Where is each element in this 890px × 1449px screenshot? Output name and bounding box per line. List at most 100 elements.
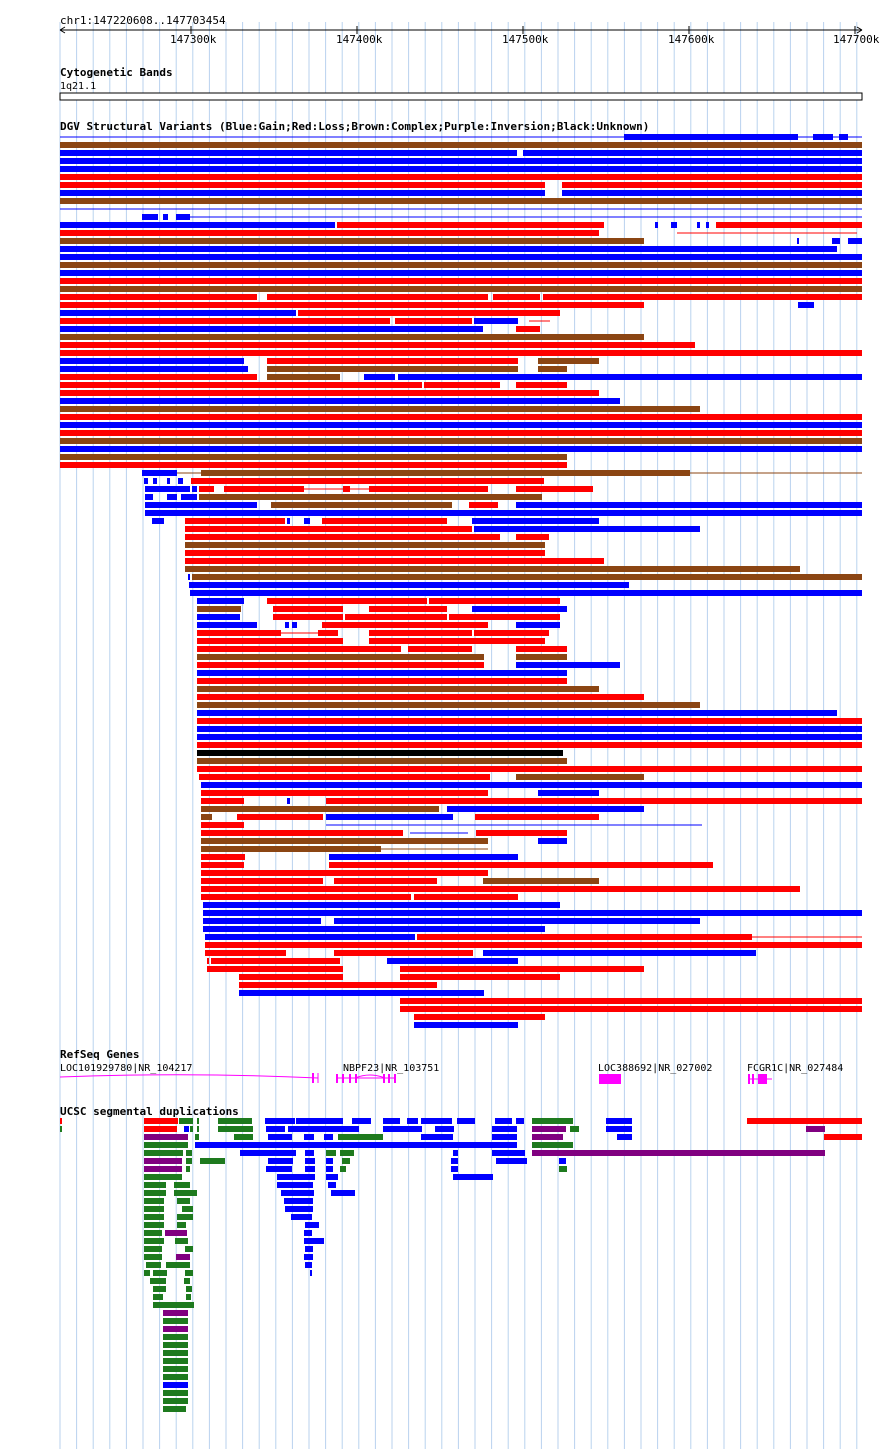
- variant-bar: [832, 238, 840, 244]
- variant-bar: [424, 382, 500, 388]
- segdup-bar: [144, 1230, 162, 1236]
- variant-bar: [60, 174, 862, 180]
- segdup-bar: [185, 1270, 193, 1276]
- segdup-bar: [326, 1158, 333, 1164]
- segdup-bar: [265, 1118, 295, 1124]
- variant-bar: [267, 358, 518, 364]
- refseq-track-title[interactable]: RefSeq Genes: [60, 1048, 140, 1061]
- variant-bar: [417, 934, 752, 940]
- segdup-bar: [532, 1142, 573, 1148]
- gene-exon: [336, 1074, 338, 1083]
- variant-bar: [185, 558, 604, 564]
- segdup-bar: [310, 1270, 312, 1276]
- gene-label[interactable]: LOC388692|NR_027002: [598, 1063, 713, 1074]
- variant-bar: [60, 326, 483, 332]
- variant-bar: [655, 222, 658, 228]
- variant-bar: [60, 190, 545, 196]
- segdup-bar: [331, 1190, 355, 1196]
- variant-bar: [267, 374, 340, 380]
- variant-bar: [201, 790, 488, 796]
- segdup-bar: [166, 1262, 190, 1268]
- variant-bar: [197, 606, 241, 612]
- segdup-bar: [175, 1238, 188, 1244]
- segdup-bar: [352, 1118, 371, 1124]
- segdup-track-title[interactable]: UCSC segmental duplications: [60, 1105, 239, 1118]
- segdup-bar: [163, 1326, 188, 1332]
- segdup-bar: [326, 1150, 336, 1156]
- segdup-bar: [532, 1150, 825, 1156]
- segdup-bar: [747, 1118, 862, 1124]
- cytoband-track-title[interactable]: Cytogenetic Bands: [60, 66, 173, 79]
- ruler-tick-label: 147700k: [833, 33, 880, 46]
- segdup-bar: [266, 1166, 292, 1172]
- variant-bar: [197, 598, 244, 604]
- variant-bar: [197, 758, 567, 764]
- variant-bar: [369, 606, 447, 612]
- variant-bar: [516, 622, 560, 628]
- variant-bar: [60, 230, 599, 236]
- variant-bar: [189, 582, 629, 588]
- variant-bar: [271, 502, 452, 508]
- segdup-bar: [144, 1166, 182, 1172]
- variant-bar: [145, 486, 190, 492]
- variant-bar: [287, 518, 290, 524]
- variant-bar: [400, 998, 862, 1004]
- variant-bar: [60, 166, 862, 172]
- variant-bar: [239, 990, 484, 996]
- variant-bar: [197, 678, 567, 684]
- variant-bar: [304, 518, 310, 524]
- segdup-bar: [163, 1318, 188, 1324]
- segdup-bar: [144, 1238, 164, 1244]
- variant-bar: [267, 294, 488, 300]
- gene-intron-line: [59, 1074, 319, 1079]
- variant-bar: [145, 502, 257, 508]
- segdup-bar: [234, 1134, 253, 1140]
- variant-bar: [142, 470, 177, 476]
- variant-bar: [197, 694, 644, 700]
- variant-bar: [203, 910, 862, 916]
- variant-bar: [199, 486, 214, 492]
- segdup-bar: [163, 1382, 188, 1388]
- segdup-bar: [186, 1158, 192, 1164]
- variant-bar: [167, 494, 177, 500]
- dgv-track-title[interactable]: DGV Structural Variants (Blue:Gain;Red:L…: [60, 120, 650, 133]
- variant-bar: [185, 542, 545, 548]
- variant-bar: [483, 950, 756, 956]
- variant-bar: [395, 318, 472, 324]
- gene-exon: [748, 1074, 750, 1084]
- segdup-bar: [326, 1166, 333, 1172]
- variant-bar: [516, 534, 549, 540]
- segdup-bar: [268, 1158, 293, 1164]
- variant-bar: [203, 918, 321, 924]
- variant-bar: [163, 214, 168, 220]
- ruler-tick-label: 147400k: [336, 33, 383, 46]
- variant-bar: [474, 318, 518, 324]
- variant-bar: [516, 326, 540, 332]
- variant-bar: [197, 670, 567, 676]
- gene-label[interactable]: NBPF23|NR_103751: [343, 1063, 440, 1074]
- ruler-tick-label: 147300k: [170, 33, 217, 46]
- variant-bar: [60, 334, 644, 340]
- segdup-bar: [305, 1222, 319, 1228]
- variant-bar: [211, 958, 340, 964]
- variant-bar: [60, 238, 644, 244]
- variant-bar: [414, 1022, 518, 1028]
- gene-label[interactable]: FCGR1C|NR_027484: [747, 1063, 844, 1074]
- segdup-bar: [492, 1134, 517, 1140]
- segdup-bar: [284, 1198, 313, 1204]
- segdup-bar: [532, 1118, 573, 1124]
- variant-bar: [197, 614, 240, 620]
- segdup-bar: [305, 1246, 313, 1252]
- variant-bar: [671, 222, 677, 228]
- gene-label[interactable]: LOC101929780|NR_104217: [60, 1063, 193, 1074]
- variant-bar: [60, 462, 567, 468]
- variant-bar: [197, 718, 862, 724]
- cytoband-track: [59, 92, 863, 101]
- variant-bar: [334, 918, 700, 924]
- variant-bar: [60, 270, 862, 276]
- refseq-genes-track: [59, 1073, 772, 1084]
- variant-bar: [447, 806, 644, 812]
- variant-bar: [60, 182, 545, 188]
- gene-exon: [342, 1074, 344, 1083]
- variant-bar: [145, 510, 862, 516]
